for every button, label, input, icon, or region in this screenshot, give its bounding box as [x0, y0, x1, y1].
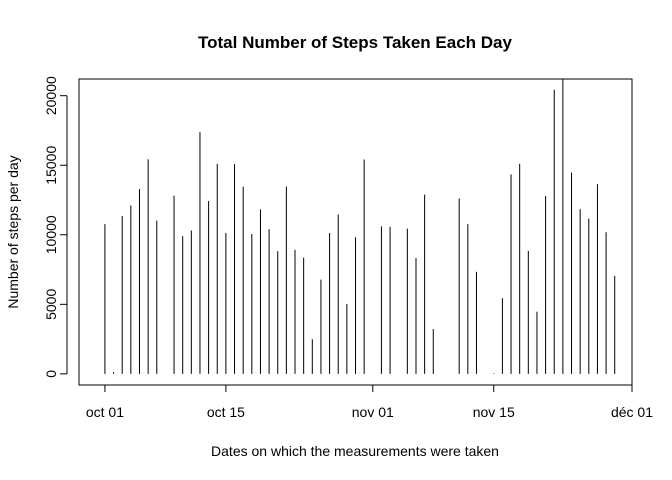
x-tick-label: nov 01 — [352, 404, 394, 420]
y-tick-label: 5000 — [43, 289, 59, 320]
y-axis-label: Number of steps per day — [5, 155, 21, 308]
x-axis-label: Dates on which the measurements were tak… — [211, 443, 499, 459]
y-tick-label: 20000 — [43, 76, 59, 115]
x-tick-label: oct 15 — [207, 404, 245, 420]
y-axis: 0 5000 10000 15000 20000 — [43, 76, 68, 378]
y-tick-label: 15000 — [43, 146, 59, 185]
y-tick-label: 10000 — [43, 215, 59, 254]
x-tick-label: déc 01 — [611, 404, 653, 420]
x-tick-label: oct 01 — [86, 404, 124, 420]
x-axis: oct 01 oct 15 nov 01 nov 15 déc 01 — [86, 384, 653, 420]
chart-title: Total Number of Steps Taken Each Day — [198, 33, 512, 52]
x-tick-label: nov 15 — [473, 404, 515, 420]
y-tick-label: 0 — [43, 370, 59, 378]
bar-series — [104, 79, 616, 374]
